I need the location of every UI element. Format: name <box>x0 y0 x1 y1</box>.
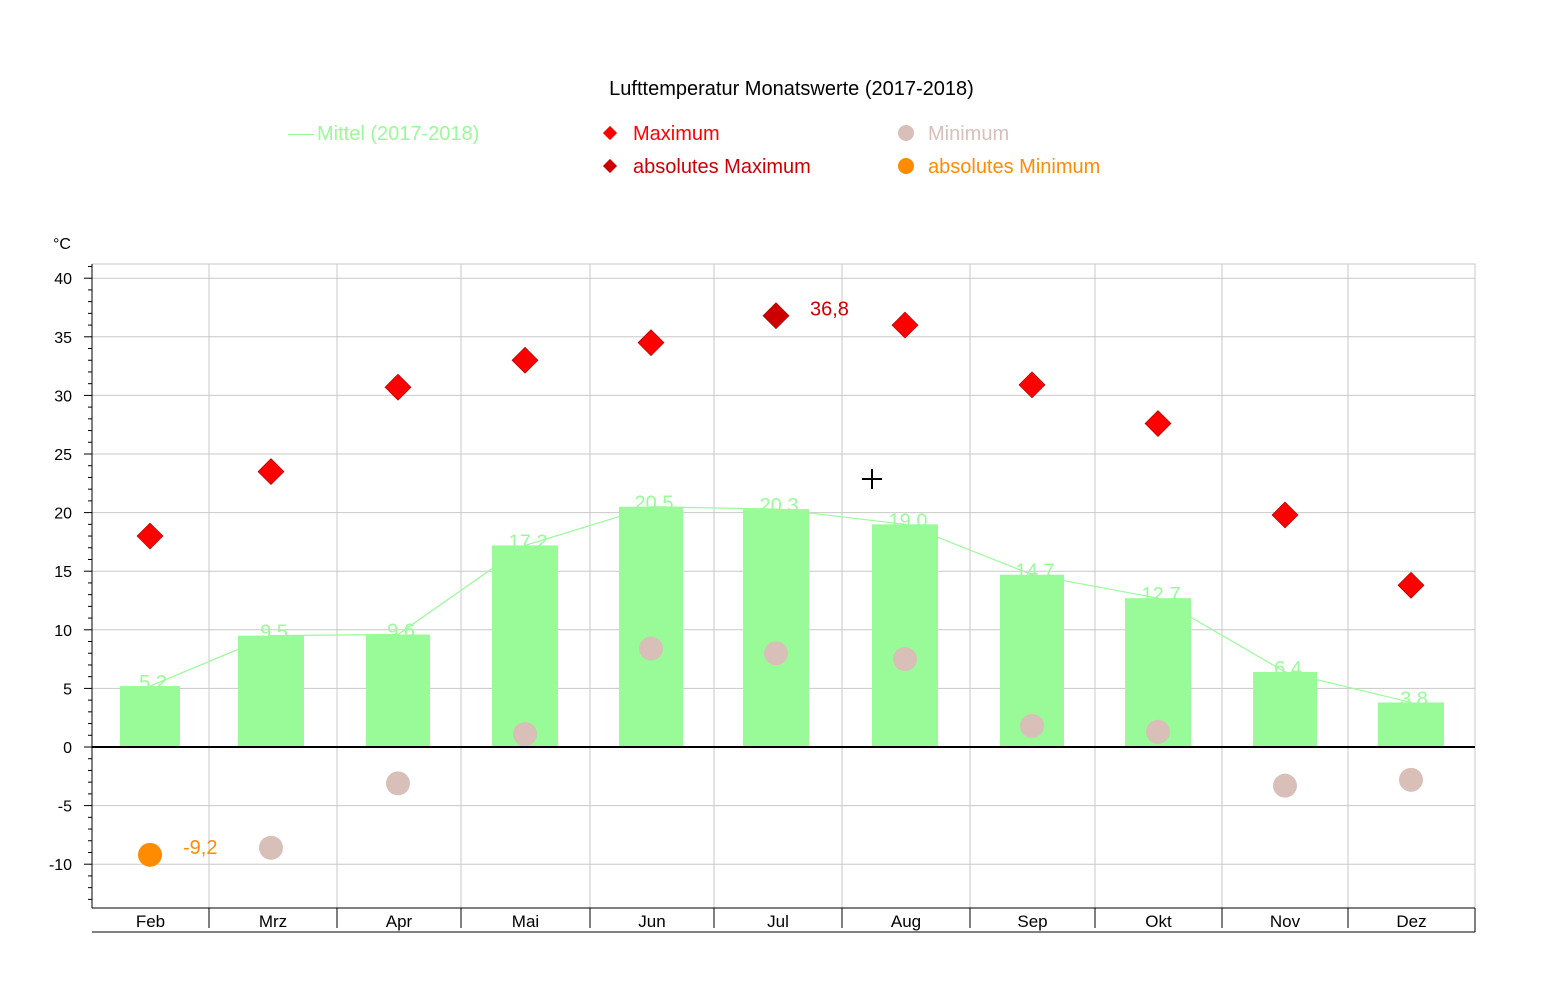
bar-mittel-apr <box>366 634 430 747</box>
abs-min-label: -9,2 <box>183 837 217 859</box>
legend-abs-maximum: absolutes Maximum <box>602 156 811 179</box>
x-tick-label-aug: Aug <box>891 912 921 931</box>
line-mittel <box>149 506 1412 704</box>
dark-red-diamond-icon <box>602 158 618 173</box>
min-marker-mrz <box>259 835 283 860</box>
y-tick-label: 15 <box>54 564 72 581</box>
min-marker-aug <box>893 647 917 672</box>
min-marker-sep <box>1020 713 1044 738</box>
legend-line-icon <box>288 134 314 136</box>
crosshair-cursor-icon <box>862 469 882 489</box>
y-tick-label: -10 <box>49 857 72 874</box>
legend-maximum-label: Maximum <box>633 123 720 145</box>
bar-mittel-dez <box>1378 702 1444 747</box>
bar-label-jun: 20,5 <box>635 493 674 515</box>
x-tick-label-feb: Feb <box>136 912 165 931</box>
bar-mittel-mai <box>492 545 558 747</box>
max-marker-sep <box>1018 371 1046 399</box>
y-tick-label: -5 <box>58 799 72 816</box>
legend-abs-minimum: absolutes Minimum <box>898 156 1100 179</box>
max-marker-jun <box>637 329 665 357</box>
bar-label-mrz: 9,5 <box>260 622 288 644</box>
abs-max-marker-jul <box>762 302 790 330</box>
beige-dot-icon <box>898 124 914 141</box>
max-marker-mrz <box>257 458 285 486</box>
bar-mittel-jun <box>619 506 683 747</box>
bar-label-jul: 20,3 <box>760 495 799 517</box>
max-marker-mai <box>511 346 539 374</box>
bar-mittel-mrz <box>238 635 304 747</box>
y-axis-unit: °C <box>53 236 71 253</box>
x-tick-label-dez: Dez <box>1396 912 1426 931</box>
red-diamond-icon <box>602 125 618 140</box>
max-marker-aug <box>891 311 919 339</box>
legend-minimum: Minimum <box>898 123 1009 146</box>
y-tick-label: 40 <box>54 271 72 288</box>
x-tick-label-sep: Sep <box>1017 912 1047 931</box>
legend-minimum-label: Minimum <box>928 123 1010 145</box>
bar-label-feb: 5,2 <box>139 672 167 694</box>
min-marker-dez <box>1399 767 1423 792</box>
x-tick-label-jun: Jun <box>638 912 665 931</box>
max-marker-feb <box>136 522 164 550</box>
y-tick-label: 25 <box>54 447 72 464</box>
min-marker-jul <box>764 641 788 666</box>
bar-label-sep: 14,7 <box>1016 561 1055 583</box>
x-tick-label-jul: Jul <box>767 912 789 931</box>
max-marker-okt <box>1144 410 1172 437</box>
min-marker-mai <box>513 722 537 747</box>
legend-mittel: Mittel (2017-2018) <box>288 123 479 146</box>
x-tick-label-mrz: Mrz <box>259 912 287 931</box>
min-marker-apr <box>386 771 410 796</box>
legend-abs-minimum-label: absolutes Minimum <box>928 156 1101 178</box>
chart-title: Lufttemperatur Monatswerte (2017-2018) <box>609 78 974 100</box>
legend-maximum: Maximum <box>602 123 720 146</box>
y-tick-label: 5 <box>63 681 72 698</box>
legend-abs-maximum-label: absolutes Maximum <box>633 156 811 178</box>
min-marker-okt <box>1146 719 1170 744</box>
max-marker-nov <box>1271 501 1299 529</box>
max-marker-dez <box>1397 571 1425 599</box>
bar-mittel-aug <box>872 524 938 747</box>
bar-mittel-nov <box>1253 671 1317 747</box>
bar-label-nov: 6,4 <box>1274 658 1302 680</box>
x-tick-label-apr: Apr <box>386 912 413 931</box>
orange-dot-icon <box>898 157 914 174</box>
y-tick-label: 30 <box>54 388 72 405</box>
y-tick-label: 35 <box>54 330 72 347</box>
y-tick-label: 20 <box>54 506 72 523</box>
y-tick-label: 10 <box>54 623 72 640</box>
bar-label-mai: 17,2 <box>509 531 548 553</box>
min-marker-nov <box>1273 773 1297 798</box>
abs-min-marker-feb <box>138 842 162 867</box>
abs-max-label: 36,8 <box>810 299 849 321</box>
bar-mittel-jul <box>743 509 809 747</box>
max-marker-apr <box>384 373 412 401</box>
bar-mittel-feb <box>120 686 180 747</box>
y-tick-label: 0 <box>63 740 72 757</box>
min-marker-jun <box>639 636 663 661</box>
x-tick-label-okt: Okt <box>1145 912 1172 931</box>
x-tick-label-nov: Nov <box>1270 912 1301 931</box>
bar-label-apr: 9,6 <box>387 620 415 642</box>
x-tick-label-mai: Mai <box>512 912 539 931</box>
legend-mittel-label: Mittel (2017-2018) <box>317 123 480 145</box>
bar-label-dez: 3,8 <box>1400 688 1428 710</box>
bar-label-okt: 12,7 <box>1142 584 1181 606</box>
bar-label-aug: 19,0 <box>889 510 928 532</box>
